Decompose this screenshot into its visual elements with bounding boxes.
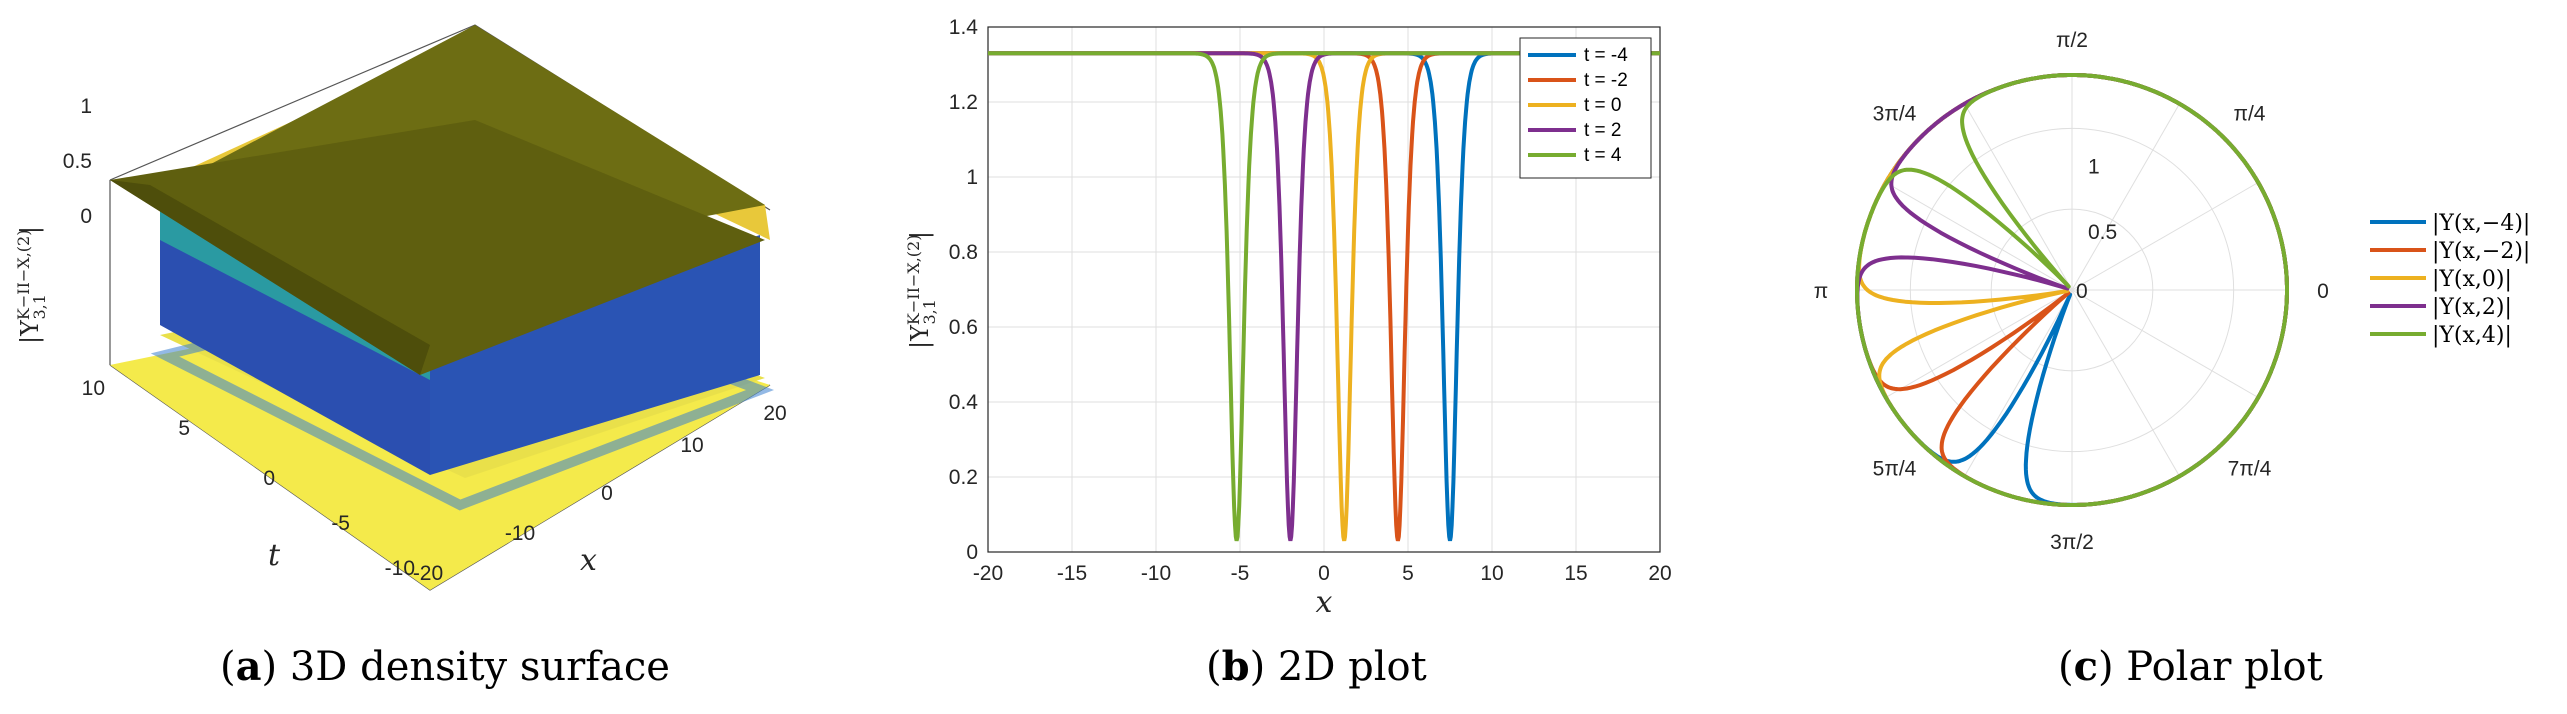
line-chart-ytick-label: 0.2 [949,466,978,489]
polar-legend-label: |Υ(x,−2)| [2432,239,2530,264]
line-chart-xtick-label: -10 [1141,562,1171,585]
polar-series-line [1855,73,2289,507]
surface-xtick-label: 0 [601,482,613,505]
surface-ttick-label: -10 [385,557,415,580]
polar-theta-label: 3π/4 [1873,103,1917,126]
caption-b-letter: b [1221,643,1250,690]
polar-legend-label: |Υ(x,0)| [2432,267,2512,292]
surface-xtick-label: 10 [680,434,703,457]
surface-xtick-label: -20 [413,562,443,585]
caption-c: (c) Polar plot [2058,643,2323,690]
line-chart-xtick-label: 5 [1402,562,1414,585]
surface-ttick-label: 5 [178,417,190,440]
polar-theta-label: π [1814,280,1829,303]
caption-c-letter: c [2073,643,2098,690]
polar-grid-spoke [1885,182,2073,291]
polar-rtick-label: 1 [2088,155,2100,178]
surface-zlabel: |ΥK−II−X,(2)3,1| [14,226,49,344]
line-chart-xtick-label: 15 [1564,562,1587,585]
polar-legend-label: |Υ(x,4)| [2432,323,2512,348]
polar-grid-spoke [1885,289,2073,398]
surface-ztick-label: 1 [80,95,92,118]
line-chart-xtick-label: 10 [1480,562,1503,585]
polar-grid [1856,74,2288,506]
polar-grid-spoke [2071,289,2180,477]
surface-ttick-label: 0 [263,467,275,490]
surface-ztick-label: 0.5 [63,150,92,173]
line-chart-xlabel: x [1316,585,1333,620]
surface-ztick-label: 0 [80,205,92,228]
polar-legend: |Υ(x,−4)| |Υ(x,−2)| |Υ(x,0)| |Υ(x,2)| |Υ(x,4… [2370,211,2530,348]
surface-plateau-shade [110,180,430,375]
panel-b-line-chart: -20 -15 -10 -5 0 5 10 15 2000.20.40.60.811.21.4 … [904,16,1672,620]
line-chart-legend-label: t = 2 [1584,120,1622,141]
caption-a-text: ) 3D density surface [261,644,670,690]
surface-plateau-front [110,120,765,375]
line-chart-ytick-label: 1.2 [949,91,978,114]
line-chart-xtick-label: -5 [1231,562,1250,585]
line-chart-grid [987,26,1661,553]
line-chart-ytick-label: 0 [966,541,978,564]
surface-ttick-label: 10 [82,377,105,400]
caption-a: (a) 3D density surface [220,643,670,690]
line-chart-xtick-label: -15 [1057,562,1087,585]
polar-theta-label: π/2 [2056,29,2088,52]
line-chart-legend-label: t = -4 [1584,45,1628,66]
line-chart-xtick-label: 20 [1648,562,1671,585]
polar-theta-label: 3π/2 [2050,531,2094,554]
line-chart-ylabel: |ΥK−II−X,(2)3,1| [904,231,939,349]
caption-c-text: ) Polar plot [2097,644,2323,690]
polar-grid-spoke [1964,103,2073,291]
polar-rtick-label: 0.5 [2088,221,2117,244]
polar-legend-label: |Υ(x,2)| [2432,295,2512,320]
line-chart-xtick-label: 0 [1318,562,1330,585]
polar-grid-spoke [2071,103,2180,291]
caption-b: (b) 2D plot [1206,643,1427,690]
polar-rtick-label: 0 [2076,280,2088,303]
surface-ttick-label: -5 [331,512,350,535]
surface-valley-wall-right [430,235,760,475]
line-chart-ytick-label: 0.8 [949,241,978,264]
polar-theta-label: π/4 [2233,103,2265,126]
polar-theta-label: 7π/4 [2228,457,2272,480]
line-chart-legend: t = -4 t = -2 t = 0 t = 2 t = 4 [1519,37,1652,179]
line-chart-ticks: -20 -15 -10 -5 0 5 10 15 20 0 0.2 0.4 0.6 0.8 1 1.2 1.4 [949,16,1672,585]
surface-xtick-label: 20 [763,402,786,425]
caption-b-open: ( [1206,644,1222,690]
line-chart-legend-label: t = 4 [1584,145,1622,166]
polar-grid-spoke [2071,182,2259,291]
line-chart-ytick-label: 1 [966,166,978,189]
caption-c-open: ( [2058,644,2074,690]
polar-legend-label: |Υ(x,−4)| [2432,211,2530,236]
surface-xlabel: x [580,543,597,578]
polar-theta-label: 5π/4 [1873,457,1917,480]
line-chart-legend-label: t = -2 [1584,70,1628,91]
polar-series [1855,73,2289,507]
caption-b-text: ) 2D plot [1249,644,1427,690]
line-chart-ytick-label: 0.4 [949,391,979,414]
line-chart-ytick-label: 0.6 [949,316,978,339]
line-chart-xtick-label: -20 [973,562,1003,585]
polar-theta-label: 0 [2317,280,2329,303]
surface-tlabel: t [268,538,281,573]
polar-grid-spoke [2071,289,2259,398]
caption-a-letter: a [235,643,262,690]
surface-xtick-label: -10 [505,522,535,545]
polar-labels: 0 0.5 1 0 π/4 π/2 3π/4 π 5π/4 3π/2 7π/4 [1814,29,2329,554]
caption-a-open: ( [220,644,236,690]
line-chart-ytick-label: 1.4 [949,16,979,39]
line-chart-legend-label: t = 0 [1584,95,1622,116]
line-chart-plot-area [987,26,1661,553]
